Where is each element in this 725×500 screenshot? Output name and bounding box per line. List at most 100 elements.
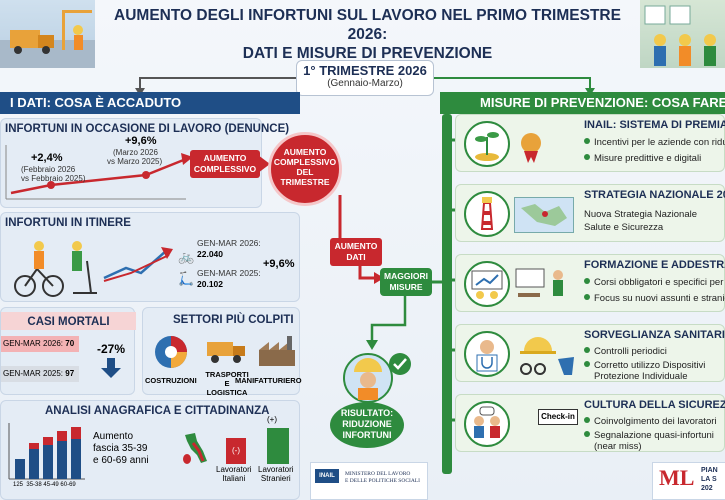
arrow-down-right-icon <box>358 266 384 284</box>
measure-inail: INAIL: SISTEMA DI PREMIALITÀ AZIENDALE I… <box>455 114 725 172</box>
stranieri-l1: Lavoratori <box>258 465 294 474</box>
aumento-tag-line2: COMPLESSIVO <box>193 164 257 174</box>
itinere-2025-label: GEN-MAR 2025: <box>197 268 261 278</box>
bullet-text: Controlli periodici <box>594 346 667 357</box>
measure-cultura-b2b: (near miss) <box>594 441 642 452</box>
measure-inail-b2: Misure predittive e digitali <box>584 153 701 164</box>
settore-manifatturiero: MANIFATTURIERO <box>235 376 302 385</box>
measure-formazione-title: FORMAZIONE E ADDESTRAMENTO <box>584 259 725 271</box>
piano-line2: LA S <box>701 476 717 483</box>
doctor-icon <box>464 331 510 377</box>
banner-measures: MISURE DI PREVENZIONE: COSA FARE <box>440 92 725 114</box>
itinere-2026-value: 22.040 <box>197 249 223 259</box>
mortali-pct: -27% <box>97 342 126 356</box>
period-box: 1° TRIMESTRE 2026 (Gennaio-Marzo) <box>296 60 434 96</box>
worker-icon <box>343 353 411 403</box>
bullet-text: Incentivi per le aziende con riduzione i… <box>594 137 725 148</box>
header-illustration-construction <box>0 0 95 68</box>
period-sub: (Gennaio-Marzo) <box>327 78 403 89</box>
measure-sorveglianza-b1: Controlli periodici <box>584 346 667 357</box>
measure-inail-b1: Incentivi per le aziende con riduzione i… <box>584 137 725 148</box>
measure-sorveglianza: SORVEGLIANZA SANITARIA Controlli periodi… <box>455 324 725 382</box>
period-label: 1° TRIMESTRE 2026 <box>303 63 427 78</box>
team-icon <box>464 401 510 447</box>
ministry-logo: INAIL MINISTERO DEL LAVORO E DELLE POLIT… <box>310 462 428 500</box>
label-italiani: Lavoratori Italiani <box>216 465 252 483</box>
result-line2: RIDUZIONE <box>342 419 392 429</box>
page-title: AUMENTO DEGLI INFORTUNI SUL LAVORO NEL P… <box>95 6 640 63</box>
training-icon <box>464 261 510 307</box>
bullet-text: Focus su nuovi assunti e stranieri <box>594 293 725 304</box>
measure-sorveglianza-b2b: Protezione Individuale <box>594 371 688 382</box>
piano-line1: PIAN <box>701 467 718 474</box>
ppe-icon <box>514 329 580 379</box>
infortuni-title: INFORTUNI IN OCCASIONE DI LAVORO (DENUNC… <box>5 123 290 135</box>
label-stranieri: Lavoratori Stranieri <box>258 465 294 483</box>
age-note-l1: Aumento <box>93 431 134 442</box>
circle-line2: COMPLESSIVO <box>273 157 337 167</box>
aumento-tag-line1: AUMENTO <box>203 153 247 163</box>
infortuni-trend-chart <box>5 145 193 200</box>
measure-cultura-b1: Coinvolgimento dei lavoratori <box>584 416 717 427</box>
banner-data: I DATI: COSA È ACCADUTO <box>0 92 300 114</box>
lighthouse-icon <box>464 191 510 237</box>
italiani-bar: (-) <box>226 438 246 464</box>
age-tick: 125 <box>13 482 24 488</box>
ml-logo: ML <box>659 465 695 490</box>
panel-settori: SETTORI PIÙ COLPITI COSTRUZIONI TRASPORT… <box>142 307 302 397</box>
plant-coin-icon <box>464 121 510 167</box>
mar-change-sub2: vs Marzo 2025) <box>107 157 163 166</box>
settore-trasporti-l1: TRASPORTI <box>205 370 249 379</box>
piano-line3: 202 <box>701 485 713 492</box>
title-line-1: AUMENTO DEGLI INFORTUNI SUL LAVORO NEL P… <box>114 7 621 43</box>
age-note: Aumento fascia 35-39 e 60-69 anni <box>93 431 149 467</box>
classroom-icon <box>514 265 574 305</box>
measure-strategia-t2: Salute e Sicurezza <box>584 222 664 233</box>
aumento-complessivo-circle: AUMENTO COMPLESSIVO DEL TRIMESTRE <box>268 132 342 206</box>
measure-cultura-b2: Segnalazione quasi-infortuni <box>584 430 714 441</box>
commuters-icon <box>14 241 97 297</box>
itinere-2025-value: 20.102 <box>197 279 223 289</box>
title-line-2: DATI E MISURE DI PREVENZIONE <box>242 45 493 62</box>
mortali-2025-label: GEN-MAR 2025: <box>3 369 66 378</box>
factory-icon <box>259 336 295 366</box>
bullet-text: Corsi obbligatori e specifici per settor… <box>594 277 725 288</box>
bike-icon: 🚲 <box>178 249 195 264</box>
mortali-2026-value: 70 <box>65 339 75 348</box>
age-note-l3: e 60-69 anni <box>93 455 149 466</box>
mortali-title: CASI MORTALI <box>27 316 110 328</box>
measure-formazione-b2: Focus su nuovi assunti e stranieri <box>584 293 725 304</box>
bullet-text: Misure predittive e digitali <box>594 153 702 164</box>
settore-trasporti: TRASPORTI E LOGISTICA <box>205 370 249 397</box>
circle-line3: DEL <box>296 167 314 177</box>
measure-formazione-b1: Corsi obbligatori e specifici per settor… <box>584 277 725 288</box>
map-icon <box>514 197 574 233</box>
pie-icon <box>155 336 187 368</box>
bullet-text: Corretto utilizzo Dispositivi <box>594 360 706 371</box>
measure-cultura: Check-in CULTURA DELLA SICUREZZA Coinvol… <box>455 394 725 452</box>
measure-inail-title: INAIL: SISTEMA DI PREMIALITÀ AZIENDALE <box>584 119 725 131</box>
measure-strategia-title: STRATEGIA NAZIONALE 2026 <box>584 189 725 201</box>
maggiori-line2: MISURE <box>389 282 423 292</box>
measure-sorveglianza-b2: Corretto utilizzo Dispositivi <box>584 360 705 371</box>
itinere-title: INFORTUNI IN ITINERE <box>5 217 131 229</box>
mortali-2025: GEN-MAR 2025: 97 <box>1 366 79 382</box>
measure-formazione: FORMAZIONE E ADDESTRAMENTO Corsi obbliga… <box>455 254 725 312</box>
measure-strategia: STRATEGIA NAZIONALE 2026 Nuova Strategia… <box>455 184 725 242</box>
age-bar-chart <box>8 423 85 480</box>
age-note-l2: fascia 35-39 <box>93 443 148 454</box>
maggiori-misure-box: MAGGIORI MISURE <box>380 268 432 296</box>
panel-mortali: CASI MORTALI GEN-MAR 2026: 70 GEN-MAR 20… <box>0 307 136 395</box>
itinere-trend-arrow <box>103 247 173 282</box>
age-ticks: 125 35-38 45-49 60-69 <box>13 482 76 488</box>
age-tick: 45-49 <box>43 482 59 488</box>
panel-itinere: INFORTUNI IN ITINERE 🚲 GEN-MAR 2026: 22.… <box>0 212 300 302</box>
mortali-title-bar: CASI MORTALI <box>1 312 136 330</box>
result-line3: INFORTUNI <box>342 430 392 440</box>
age-tick: 35-38 <box>26 482 42 488</box>
dati-line2: DATI <box>346 252 366 262</box>
mortali-2025-value: 97 <box>65 369 75 378</box>
stranieri-l2: Stranieri <box>260 474 291 483</box>
age-tick: 60-69 <box>60 482 76 488</box>
inail-logo: INAIL <box>315 469 339 483</box>
